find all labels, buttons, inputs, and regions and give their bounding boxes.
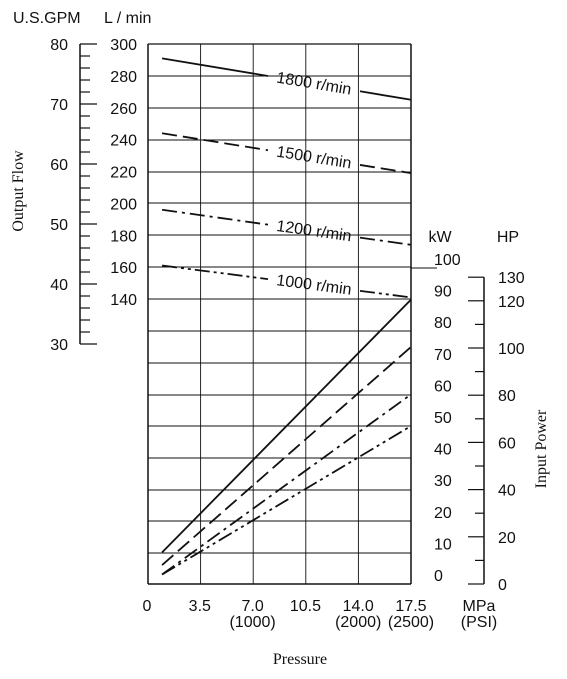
kw-tick-label: 100 [434,252,461,269]
hp-tick-label: 20 [498,530,516,547]
kw-tick-label: 0 [434,568,443,585]
flow-curve [161,57,269,77]
gpm-unit-label: U.S.GPM [13,10,81,27]
gpm-tick-label: 70 [50,97,68,114]
hp-tick-label: 60 [498,435,516,452]
rpm-label: 1500 r/min [275,144,352,173]
gpm-tick-label: 50 [50,217,68,234]
x-tick-label: 17.5 [395,598,426,615]
lmin-tick-label: 300 [110,37,137,54]
hp-tick-label: 130 [498,270,525,287]
hp-unit-label: HP [497,229,519,246]
hp-tick-label: 100 [498,341,525,358]
rpm-label: 1200 r/min [275,218,352,245]
hp-tick-label: 120 [498,294,525,311]
kw-tick-label: 50 [434,410,452,427]
hp-tick-label: 0 [498,577,507,594]
pressure-title: Pressure [273,651,327,668]
kw-tick-label: 70 [434,347,452,364]
input-power-title: Input Power [533,409,550,488]
lmin-tick-label: 200 [110,196,137,213]
kw-tick-label: 30 [434,473,452,490]
power-curve [161,425,412,576]
hp-tick-label: 40 [498,483,516,500]
series [161,57,412,576]
gpm-tick-label: 60 [50,157,68,174]
x-tick-label: 10.5 [290,598,321,615]
output-flow-title: Output Flow [10,150,27,232]
gpm-tick-label: 40 [50,277,68,294]
axes [79,43,485,585]
plot-grid [148,43,411,584]
flow-curve [359,236,412,246]
lmin-tick-label: 160 [110,260,137,277]
x-tick-label: 14.0 [343,598,374,615]
rpm-label: 1000 r/min [275,272,352,298]
lmin-tick-label: 140 [110,292,137,309]
lmin-tick-label: 180 [110,228,137,245]
kw-tick-label: 80 [434,315,452,332]
kw-unit-label: kW [428,229,452,246]
kw-tick-label: 40 [434,442,452,459]
kw-tick-label: 60 [434,378,452,395]
power-curve [161,298,412,554]
power-curve [161,393,412,576]
psi-tick-label: (1000) [229,614,275,631]
kw-tick-label: 20 [434,505,452,522]
lmin-tick-label: 240 [110,133,137,150]
lmin-tick-label: 220 [110,165,137,182]
kw-tick-label: 10 [434,536,452,553]
x-tick-label: 0 [143,598,152,615]
psi-tick-label: (2500) [388,614,434,631]
flow-curve [161,132,269,152]
rpm-label: 1800 r/min [275,70,352,99]
flow-curve [161,264,269,280]
x-unit-label: MPa [463,598,496,615]
flow-curve [359,164,412,174]
hp-tick-label: 80 [498,388,516,405]
psi-tick-label: (2000) [335,614,381,631]
labels: 8070605040303002802602402202001801601401… [10,10,550,668]
lmin-tick-label: 280 [110,69,137,86]
lmin-tick-label: 260 [110,101,137,118]
flow-curve [161,208,269,226]
kw-tick-label: 90 [434,284,452,301]
lmin-unit-label: L / min [104,10,151,27]
x-tick-label: 3.5 [189,598,211,615]
flow-curve [359,289,412,299]
gpm-tick-label: 80 [50,37,68,54]
x-tick-label: 7.0 [241,598,263,615]
flow-curve [359,90,412,101]
power-curve [161,346,412,566]
gpm-tick-label: 30 [50,337,68,354]
psi-unit-label: (PSI) [461,614,497,631]
